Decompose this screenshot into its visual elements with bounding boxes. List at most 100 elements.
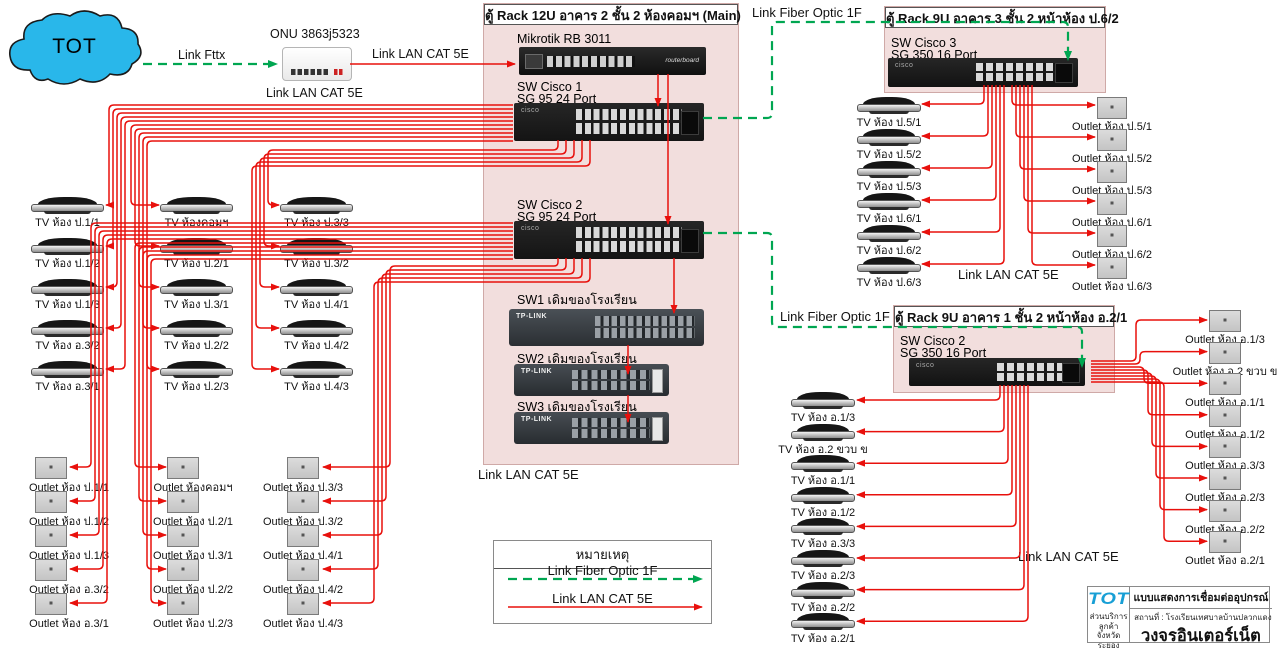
outlet-icon [35, 491, 67, 513]
outlet-icon [167, 491, 199, 513]
outlet-label: Outlet ห้อง อ.2/1 [1185, 555, 1265, 568]
switch-sw1: TP-LINK [509, 309, 704, 346]
tv-label: TV ห้อง อ.2 ขวบ ข [778, 443, 868, 456]
onu-ports [291, 69, 329, 75]
outlet-icon [35, 525, 67, 547]
tv-icon [857, 193, 921, 210]
outlet-icon [287, 559, 319, 581]
onu-led [334, 69, 343, 75]
cisco2b-brand: cisco [916, 362, 935, 369]
tv-item: TV ห้อง ป.1/2 [31, 236, 104, 277]
outlet-icon [287, 593, 319, 615]
tv-label: TV ห้อง อ.1/2 [790, 506, 856, 519]
left-outlet-col3: Outlet ห้อง ป.3/3 Outlet ห้อง ป.3/2 Outlet… [263, 455, 343, 630]
tv-label: TV ห้อง อ.2/3 [790, 569, 856, 582]
tv-item: TV ห้อง ป.6/1 [857, 191, 921, 225]
mikrotik-label: Mikrotik RB 3011 [517, 32, 612, 46]
outlet-icon [1209, 310, 1241, 332]
outlet-item: Outlet ห้อง อ.1/2 [1185, 403, 1265, 441]
outlet-icon [1209, 373, 1241, 396]
tv-label: TV ห้อง อ.3/3 [790, 538, 856, 551]
cisco2-brand: cisco [521, 225, 540, 232]
switch-cisco2: cisco [514, 221, 704, 259]
cisco2-sfp [681, 229, 699, 253]
tv-icon [280, 197, 353, 214]
outlet-icon [167, 525, 199, 547]
tv-label: TV ห้อง ป.6/1 [856, 213, 922, 225]
cloud-icon [8, 10, 142, 85]
dept-line2: จังหวัดระยอง [1096, 631, 1121, 650]
outlet-item: Outlet ห้อง อ.2/1 [1185, 529, 1265, 567]
outlet-item: Outlet ห้อง ป.5/3 [1072, 159, 1152, 197]
cisco1-sfp [681, 111, 699, 135]
mikrotik-ports [547, 56, 635, 67]
tv-label: TV ห้อง ป.5/3 [856, 181, 922, 193]
tv-label: TV ห้อง ป.5/1 [856, 117, 922, 129]
doc-title: แบบแสดงการเชื่อมต่ออุปกรณ์ [1130, 587, 1272, 609]
tv-item: TV ห้อง อ.2/1 [791, 611, 855, 645]
tv-icon [791, 613, 855, 631]
sw2-ports [572, 370, 650, 390]
outlet-item: Outlet ห้อง อ.2/2 [1185, 498, 1265, 536]
tv-icon [160, 197, 233, 214]
cisco2b-ports [997, 363, 1077, 381]
outlet-icon [287, 457, 319, 479]
bottom-right-tvs: TV ห้อง อ.1/3 TV ห้อง อ.2 ขวบ ข TV ห้อง อ.… [778, 390, 868, 645]
onu-label: ONU 3863j5323 [270, 27, 360, 41]
rack-top-right: ตู้ Rack 9U อาคาร 3 ชั้น 2 หน้าห้อง ป.6/… [884, 6, 1119, 93]
sw3-slot [652, 417, 663, 441]
outlet-item: Outlet ห้อง ป.1/2 [29, 489, 109, 528]
cisco3-brand: cisco [895, 62, 914, 69]
outlet-icon [1209, 531, 1241, 554]
tv-icon [857, 129, 921, 146]
tv-item: TV ห้อง ป.4/1 [280, 277, 353, 318]
outlet-icon [1209, 467, 1241, 490]
tv-icon [160, 238, 233, 255]
tv-label: TV ห้อง ป.4/2 [284, 340, 349, 352]
outlet-icon [287, 525, 319, 547]
tv-icon [31, 320, 104, 337]
sw1-label: SW1 เดิมของโรงเรียน [517, 293, 637, 307]
cisco1-brand: cisco [521, 107, 540, 114]
onu-device [282, 47, 352, 81]
outlet-icon [1097, 161, 1127, 183]
tv-icon [280, 320, 353, 337]
legend-lan-label: Link LAN CAT 5E [552, 591, 653, 606]
label-lan-bottom-right: Link LAN CAT 5E [1018, 549, 1119, 564]
outlet-icon [167, 457, 199, 479]
tv-icon [31, 279, 104, 296]
cisco1-label-2: SG 95 24 Port [517, 92, 597, 106]
tv-label: TV ห้อง ป.1/3 [35, 299, 100, 311]
outlet-item: Outlet ห้อง อ.3/2 [29, 557, 109, 596]
tv-icon [791, 423, 855, 441]
tv-label: TV ห้อง ป.6/3 [856, 277, 922, 289]
tv-label: TV ห้อง อ.1/1 [790, 475, 856, 488]
tv-item: TV ห้อง ป.2/3 [160, 359, 233, 400]
tv-item: TV ห้อง ป.1/3 [31, 277, 104, 318]
tv-label: TV ห้อง ป.2/3 [164, 381, 229, 393]
rack-mid-right: ตู้ Rack 9U อาคาร 1 ชั้น 2 หน้าห้อง อ.2/… [893, 305, 1127, 393]
tv-item: TV ห้อง ป.4/3 [280, 359, 353, 400]
tv-item: TV ห้อง ป.6/2 [857, 223, 921, 257]
tv-icon [857, 161, 921, 178]
outlet-item: Outlet ห้อง ป.3/2 [263, 489, 343, 528]
outlet-icon [1097, 97, 1127, 119]
location-text: สถานที่ : โรงเรียนเทศบาลบ้านปลวกแดง [1134, 613, 1272, 622]
outlet-icon [1097, 129, 1127, 151]
sw1-ports [595, 316, 695, 338]
switch-cisco3: cisco [888, 58, 1078, 87]
cisco3-ports [976, 63, 1056, 81]
label-fiber-top: Link Fiber Optic 1F [752, 5, 862, 20]
tv-item: TV ห้อง ป.3/3 [280, 195, 353, 236]
tv-item: TV ห้อง ป.1/1 [31, 195, 104, 236]
tv-item: TV ห้อง อ.3/1 [31, 359, 104, 400]
tv-icon [31, 361, 104, 378]
left-outlet-col2: Outlet ห้องคอมฯ Outlet ห้อง ป.2/1 Outlet ห… [153, 455, 233, 630]
outlet-item: Outlet ห้อง ป.5/1 [1072, 95, 1152, 133]
tv-label: TV ห้อง ป.2/1 [164, 258, 229, 270]
outlet-icon [35, 559, 67, 581]
tv-icon [791, 549, 855, 567]
outlet-icon [1209, 499, 1241, 522]
left-tv-col2: TV ห้องคอมฯ TV ห้อง ป.2/1 TV ห้อง ป.3/1 TV … [160, 195, 233, 400]
